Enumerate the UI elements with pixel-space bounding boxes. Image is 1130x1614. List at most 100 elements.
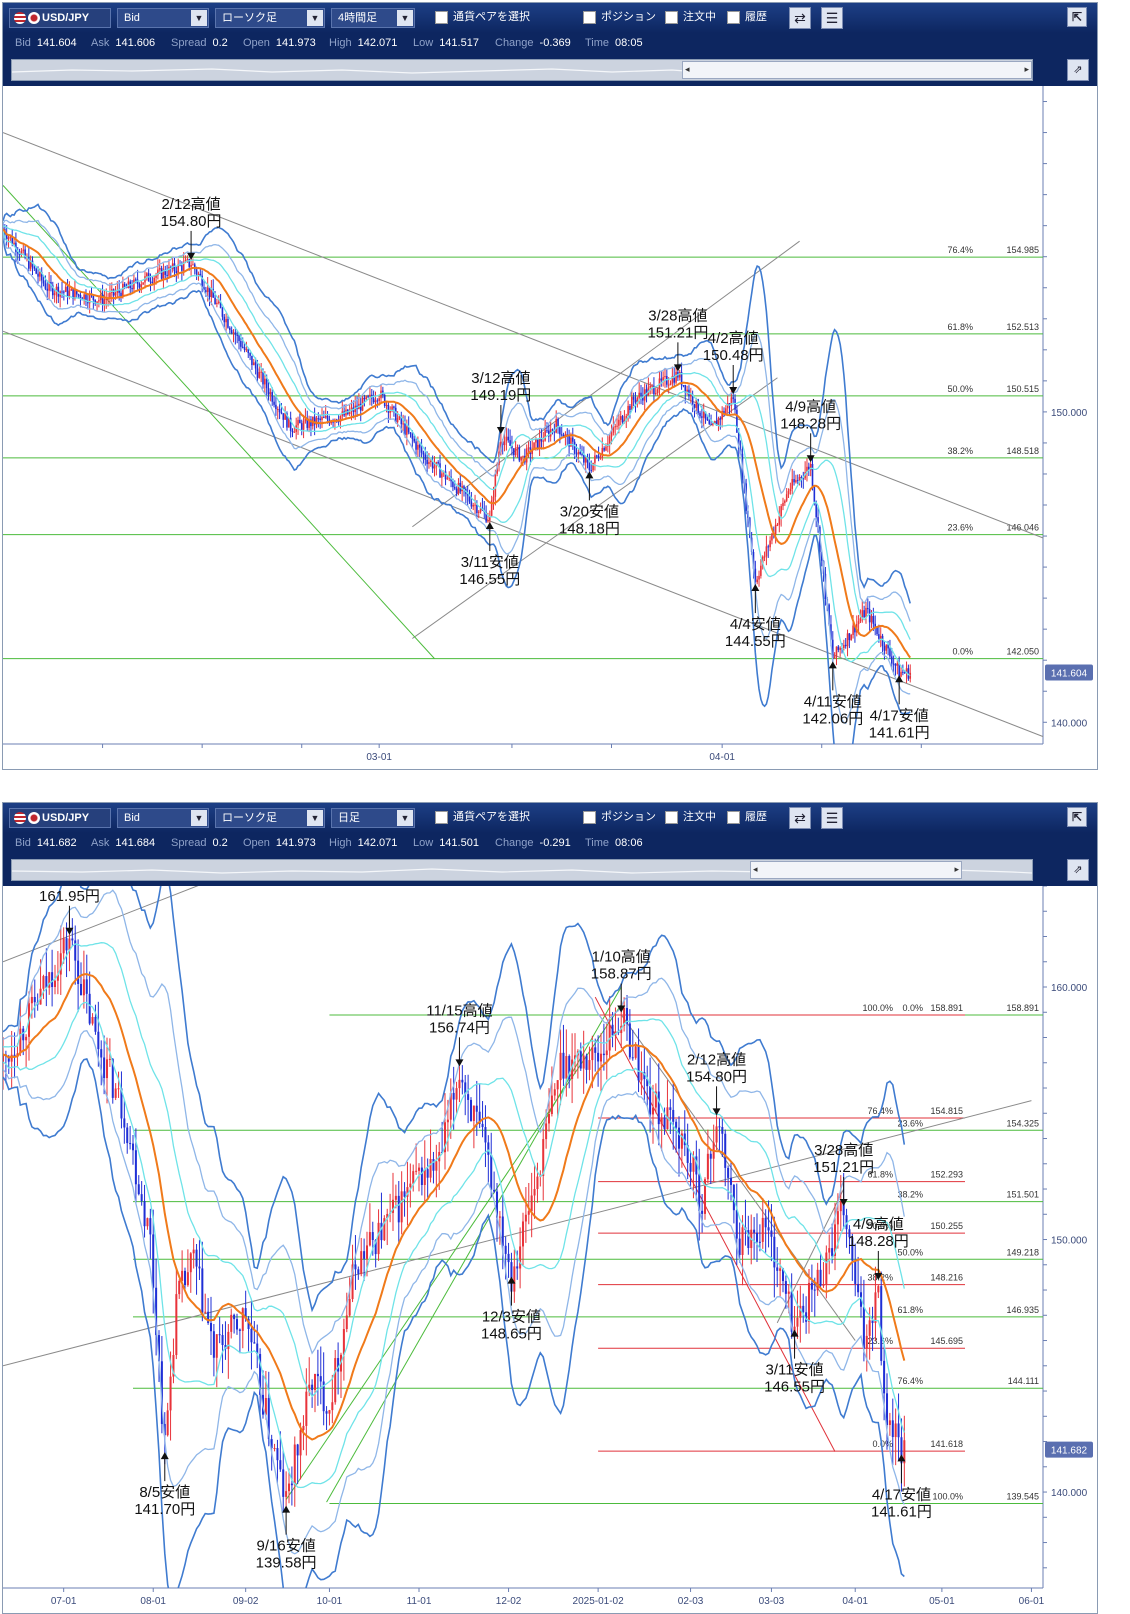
- down-candle-body: [205, 290, 207, 293]
- down-candle-body: [112, 289, 115, 296]
- down-candle-body: [337, 1358, 340, 1372]
- down-candle-body: [326, 415, 329, 420]
- select-pair-checkbox[interactable]: 通貨ペアを選択: [435, 8, 555, 28]
- chart-type-select[interactable]: ローソク足 ▼: [215, 8, 325, 28]
- scroll-right-icon[interactable]: ▸: [954, 864, 959, 874]
- down-candle-body: [160, 1361, 163, 1424]
- checkbox-box: [727, 811, 740, 824]
- checkbox-box: [727, 11, 740, 24]
- bollinger-band-line: [3, 225, 911, 640]
- up-candle-body: [654, 1091, 657, 1108]
- collapse-arrow-icon[interactable]: ⇱: [1067, 807, 1087, 827]
- up-candle-body: [667, 384, 670, 386]
- down-candle-body: [770, 1230, 773, 1237]
- chart-scrollbar[interactable]: ◂ ▸: [11, 59, 1033, 81]
- select-pair-checkbox[interactable]: 通貨ペアを選択: [435, 808, 555, 828]
- time-tick-label: 10-01: [317, 1596, 343, 1607]
- down-candle-body: [79, 983, 83, 996]
- down-candle-body: [876, 627, 878, 635]
- up-candle-body: [269, 392, 272, 395]
- scroll-left-icon[interactable]: ◂: [685, 64, 690, 74]
- collapse-arrow-icon[interactable]: ⇱: [1067, 7, 1087, 27]
- change-value: -0.291: [539, 837, 571, 849]
- down-candle-body: [131, 1143, 135, 1151]
- up-candle-body: [542, 1139, 545, 1176]
- orders-checkbox[interactable]: 注文中: [665, 808, 725, 828]
- annotation-price: 141.70円: [134, 1501, 195, 1518]
- fib-level-price: 154.325: [1006, 1118, 1039, 1128]
- scroll-left-icon[interactable]: ◂: [753, 864, 758, 874]
- scrollbar-thumb[interactable]: ◂ ▸: [750, 861, 962, 879]
- down-candle-body: [40, 271, 43, 281]
- down-candle-body: [874, 623, 876, 628]
- down-candle-body: [291, 430, 294, 432]
- up-candle-body: [489, 515, 491, 521]
- currency-pair-button[interactable]: USD/JPY: [9, 808, 111, 828]
- down-candle-body: [371, 1232, 374, 1241]
- scrollbar-thumb[interactable]: ◂ ▸: [682, 61, 1032, 79]
- down-candle-body: [511, 445, 513, 449]
- scroll-right-icon[interactable]: ▸: [1024, 64, 1029, 74]
- up-candle-body: [215, 1334, 218, 1358]
- up-candle-body: [599, 457, 602, 459]
- up-candle-body: [865, 607, 867, 618]
- indicator-list-icon[interactable]: ☰: [821, 807, 843, 829]
- trend-line: [3, 1100, 1032, 1367]
- down-candle-body: [631, 1057, 634, 1059]
- down-candle-body: [201, 1268, 204, 1313]
- chart-settings-icon[interactable]: ⇄: [789, 807, 811, 829]
- up-candle-body: [795, 480, 797, 483]
- up-candle-body: [232, 332, 235, 334]
- up-candle-body: [140, 284, 143, 288]
- up-candle-body: [616, 425, 618, 427]
- price-type-select[interactable]: Bid ▼: [117, 808, 209, 828]
- down-candle-body: [37, 273, 39, 277]
- chart-type-select[interactable]: ローソク足 ▼: [215, 808, 325, 828]
- timeframe-select[interactable]: 4時間足 ▼: [331, 8, 415, 28]
- price-type-select[interactable]: Bid ▼: [117, 8, 209, 28]
- chart-settings-icon[interactable]: ⇄: [789, 7, 811, 29]
- history-checkbox[interactable]: 履歴: [727, 8, 777, 28]
- annotation-label: 3/12高値: [471, 370, 530, 387]
- price-chart-daily[interactable]: 160.000 150.000 140.000 07-01 08-01 09-02 10-0…: [3, 886, 1097, 1613]
- up-candle-body: [623, 1007, 626, 1026]
- currency-pair-button[interactable]: USD/JPY: [9, 8, 111, 28]
- down-candle-body: [637, 1046, 640, 1081]
- expand-chart-icon[interactable]: ⇗: [1067, 859, 1089, 881]
- history-checkbox[interactable]: 履歴: [727, 808, 777, 828]
- indicator-list-icon[interactable]: ☰: [821, 7, 843, 29]
- up-candle-body: [458, 1079, 461, 1089]
- expand-chart-icon[interactable]: ⇗: [1067, 59, 1089, 81]
- down-candle-body: [28, 257, 30, 269]
- up-candle-body: [610, 432, 613, 437]
- down-candle-body: [597, 1052, 600, 1062]
- chart-scrollbar[interactable]: ◂ ▸: [11, 859, 1033, 881]
- down-candle-body: [33, 266, 36, 269]
- time-tick-label: 04-01: [842, 1596, 868, 1607]
- positions-checkbox[interactable]: ポジション: [583, 8, 663, 28]
- down-candle-body: [594, 1047, 597, 1053]
- high-value: 142.071: [357, 837, 398, 849]
- up-candle-body: [216, 302, 218, 305]
- high-label: High: [329, 37, 352, 49]
- down-candle-body: [262, 371, 264, 385]
- up-candle-body: [409, 1183, 412, 1188]
- down-candle-body: [753, 1229, 756, 1233]
- orders-checkbox[interactable]: 注文中: [665, 8, 725, 28]
- down-candle-body: [88, 993, 91, 1024]
- down-candle-body: [278, 408, 281, 413]
- up-candle-body: [400, 1191, 403, 1223]
- up-candle-body: [70, 288, 73, 291]
- up-candle-body: [197, 273, 200, 275]
- down-candle-body: [15, 242, 17, 252]
- chart-toolbar: USD/JPY Bid ▼ ローソク足 ▼ 4時間足 ▼ 通貨ペアを選択 ポジシ…: [3, 3, 1097, 33]
- down-candle-body: [120, 292, 122, 297]
- timeframe-select[interactable]: 日足 ▼: [331, 808, 415, 828]
- up-candle-body: [741, 1227, 744, 1255]
- price-chart-4h[interactable]: 150.000 140.000 03-01 04-01 76.4% 154.985 61.8…: [3, 86, 1097, 769]
- positions-checkbox[interactable]: ポジション: [583, 808, 663, 828]
- down-candle-body: [813, 486, 816, 502]
- up-candle-body: [807, 1282, 811, 1322]
- up-candle-body: [406, 426, 408, 435]
- up-candle-body: [348, 1299, 351, 1316]
